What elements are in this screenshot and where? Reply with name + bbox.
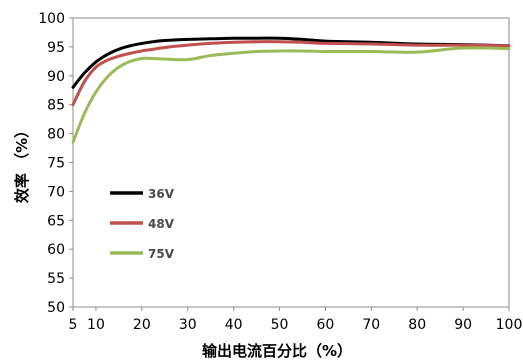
- y-tick-label: 90: [47, 69, 65, 85]
- legend-label: 75V: [148, 247, 175, 261]
- y-tick-label: 100: [38, 11, 65, 27]
- series-line-36v: [71, 36, 511, 89]
- y-tick-label: 80: [47, 127, 65, 143]
- legend-label: 48V: [148, 217, 175, 231]
- x-tick-label: 70: [362, 317, 380, 333]
- x-tick-label: 30: [179, 317, 197, 333]
- x-tick-label: 60: [317, 317, 335, 333]
- x-tick-label: 5: [69, 317, 78, 333]
- y-tick-label: 55: [47, 271, 65, 287]
- y-tick-label: 85: [47, 98, 65, 114]
- axes: 50 55 60 65 70 75 80 85 90 95 100 5 10 20 30 40 50 60 70 80…: [38, 11, 522, 333]
- y-tick-label: 50: [47, 300, 65, 316]
- x-tick-label: 10: [87, 317, 105, 333]
- x-tick-label: 50: [271, 317, 289, 333]
- x-tick-label: 40: [225, 317, 243, 333]
- x-tick-label: 80: [408, 317, 426, 333]
- y-tick-label: 70: [47, 184, 65, 200]
- legend-label: 36V: [148, 187, 175, 201]
- series-line-48v: [71, 40, 511, 107]
- x-tick-label: 20: [133, 317, 151, 333]
- x-axis-title: 输出电流百分比（%）: [202, 342, 352, 360]
- x-tick-label: 90: [454, 317, 472, 333]
- series-layer: [71, 36, 511, 144]
- series-line-75v: [71, 46, 511, 144]
- y-tick-label: 65: [47, 213, 65, 229]
- y-axis-title: 效率 （%）: [13, 123, 31, 203]
- x-tick-label: 100: [496, 317, 523, 333]
- y-tick-label: 60: [47, 242, 65, 258]
- plot-area-border: [72, 17, 510, 308]
- y-tick-label: 75: [47, 156, 65, 172]
- y-tick-label: 95: [47, 40, 65, 56]
- legend: 36V 48V 75V: [110, 187, 175, 261]
